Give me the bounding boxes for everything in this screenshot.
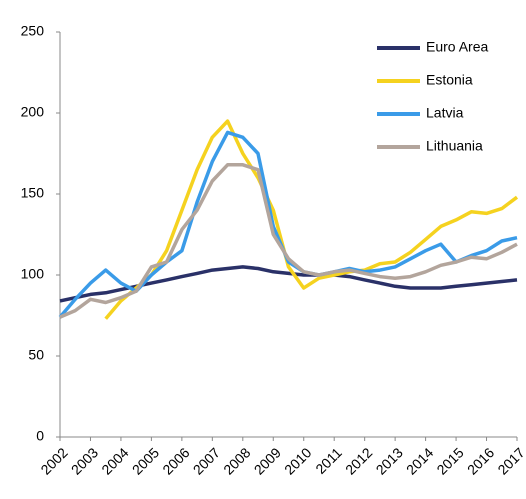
x-tick-label: 2008	[220, 444, 253, 477]
x-tick-label: 2005	[129, 444, 162, 477]
x-tick-label: 2014	[403, 444, 436, 477]
x-tick-label: 2007	[190, 444, 223, 477]
x-tick-label: 2006	[159, 444, 192, 477]
y-tick-label: 250	[21, 23, 45, 39]
x-tick-label: 2017	[494, 444, 526, 477]
x-tick-label: 2002	[37, 444, 70, 477]
legend-label: Lithuania	[426, 138, 483, 154]
legend-label: Euro Area	[426, 39, 488, 55]
x-tick-label: 2011	[312, 444, 345, 477]
series-line	[59, 163, 518, 319]
x-tick-label: 2016	[464, 444, 497, 477]
y-tick-label: 0	[36, 428, 44, 444]
legend-label: Latvia	[426, 105, 464, 121]
y-tick-label: 150	[21, 185, 45, 201]
y-tick-label: 50	[28, 347, 44, 363]
x-tick-label: 2010	[281, 444, 314, 477]
x-tick-label: 2009	[251, 444, 284, 477]
series-line	[104, 119, 519, 320]
y-tick-label: 200	[21, 104, 45, 120]
y-tick-label: 100	[21, 266, 45, 282]
x-tick-label: 2004	[98, 444, 131, 477]
legend-label: Estonia	[426, 72, 473, 88]
x-tick-label: 2012	[342, 444, 375, 477]
x-tick-label: 2003	[68, 444, 101, 477]
x-tick-label: 2015	[433, 444, 466, 477]
x-tick-label: 2013	[373, 444, 406, 477]
